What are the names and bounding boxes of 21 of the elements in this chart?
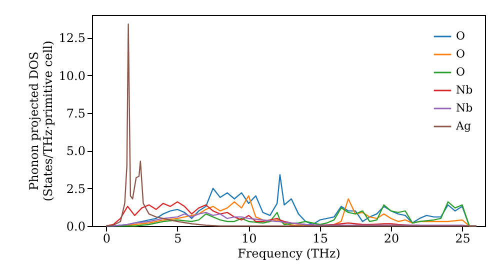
line-series <box>106 23 478 227</box>
x-tick-label: 15 <box>312 232 328 246</box>
legend-label: O <box>456 48 466 60</box>
y-tick-label: 0.0 <box>66 220 86 234</box>
legend-label: O <box>456 66 466 78</box>
x-tick-label: 0 <box>102 232 111 246</box>
x-tick-label: 25 <box>455 232 470 246</box>
legend-label: Nb <box>456 102 473 114</box>
legend-label: Nb <box>456 84 473 96</box>
y-axis-title: Phonon projected DOS (States/THz·primitive cell) <box>26 40 55 202</box>
y-tick-label: 2.5 <box>66 182 86 196</box>
y-tick-label: 12.5 <box>58 31 86 46</box>
x-tick-label: 20 <box>384 232 400 246</box>
x-axis-title: Frequency (THz) <box>238 246 340 260</box>
x-tick-label: 5 <box>174 232 182 246</box>
legend-label: O <box>456 30 466 42</box>
y-tick-label: 7.5 <box>66 106 86 120</box>
legend-label: Ag <box>455 120 471 132</box>
y-tick-label: 5.0 <box>66 144 86 158</box>
x-tick-label: 10 <box>241 232 257 246</box>
y-tick-label: 10.0 <box>58 68 86 83</box>
